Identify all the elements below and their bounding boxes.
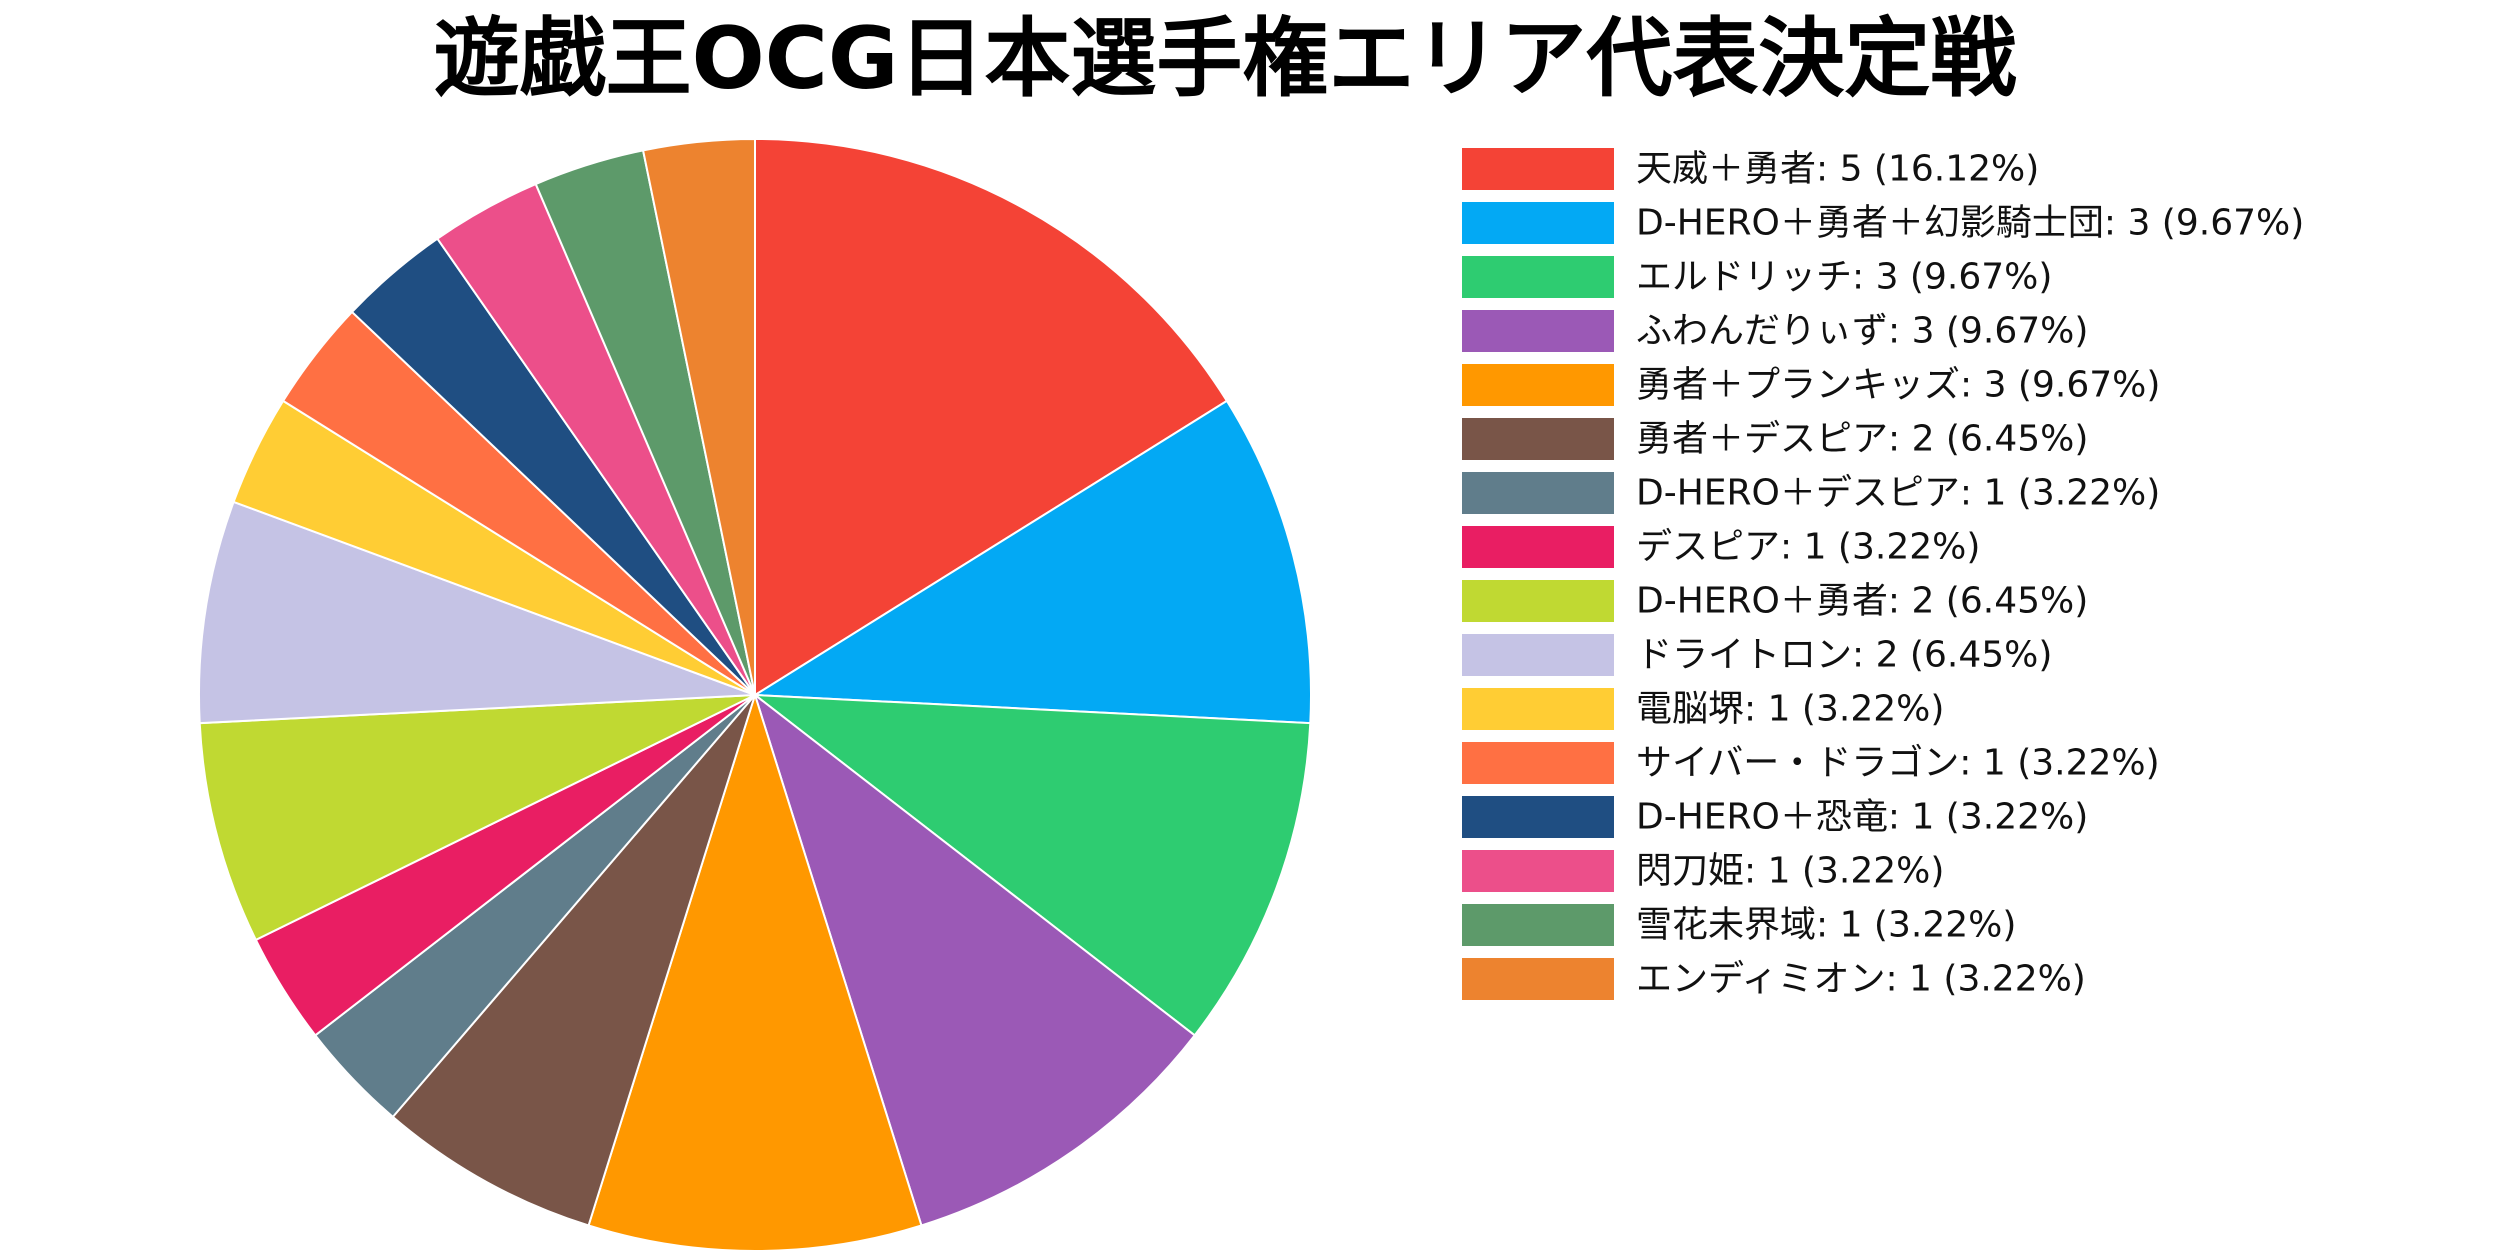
legend-label: 雪花未界域: 1 (3.22%) [1636,905,2016,946]
pie-slice-1 [754,137,1229,697]
legend-swatch [1462,634,1614,676]
pie-slice-10 [198,500,756,725]
legend-item: ドライトロン: 2 (6.45%) [1462,634,2052,676]
legend-swatch [1462,796,1614,838]
legend-swatch [1462,742,1614,784]
legend-item: 電脳堺: 1 (3.22%) [1462,688,1944,730]
legend: 天威＋勇者: 5 (16.12%) D-HERO＋勇者＋幻影騎士団: 3 (9.6… [1462,148,2304,1000]
legend-item: 勇者＋プランキッズ: 3 (9.67%) [1462,364,2160,406]
legend-item: 雪花未界域: 1 (3.22%) [1462,904,2016,946]
legend-item: D-HERO＋デスピア: 1 (3.22%) [1462,472,2160,514]
legend-item: D-HERO＋恐竜: 1 (3.22%) [1462,796,2088,838]
legend-label: D-HERO＋デスピア: 1 (3.22%) [1636,473,2160,514]
legend-label: 勇者＋プランキッズ: 3 (9.67%) [1636,365,2160,406]
pie-slice-2 [751,399,1312,725]
legend-item: エルドリッチ: 3 (9.67%) [1462,256,2052,298]
legend-label: 天威＋勇者: 5 (16.12%) [1636,149,2039,190]
pie-slice-4 [753,692,1197,1227]
legend-swatch [1462,526,1614,568]
legend-label: D-HERO＋恐竜: 1 (3.22%) [1636,797,2088,838]
legend-swatch [1462,148,1614,190]
legend-swatch [1462,904,1614,946]
legend-swatch [1462,364,1614,406]
legend-swatch [1462,850,1614,892]
legend-item: デスピア: 1 (3.22%) [1462,526,1980,568]
legend-label: ふわんだりぃず: 3 (9.67%) [1636,311,2088,352]
legend-label: サイバー・ドラゴン: 1 (3.22%) [1636,743,2160,784]
legend-label: エルドリッチ: 3 (9.67%) [1636,257,2052,298]
legend-label: 勇者＋デスピア: 2 (6.45%) [1636,419,2088,460]
legend-label: 閃刀姫: 1 (3.22%) [1636,851,1944,892]
legend-swatch [1462,256,1614,298]
legend-swatch [1462,958,1614,1000]
legend-item: サイバー・ドラゴン: 1 (3.22%) [1462,742,2160,784]
legend-label: 電脳堺: 1 (3.22%) [1636,689,1944,730]
legend-label: D-HERO＋勇者＋幻影騎士団: 3 (9.67%) [1636,203,2304,244]
legend-label: デスピア: 1 (3.22%) [1636,527,1980,568]
legend-item: 閃刀姫: 1 (3.22%) [1462,850,1944,892]
pie-slices [198,137,1312,1250]
legend-swatch [1462,418,1614,460]
legend-item: エンディミオン: 1 (3.22%) [1462,958,2086,1000]
pie-slice-5 [587,691,923,1250]
legend-item: 天威＋勇者: 5 (16.12%) [1462,148,2039,190]
legend-swatch [1462,580,1614,622]
pie-slice-16 [641,137,756,696]
legend-swatch [1462,310,1614,352]
legend-label: エンディミオン: 1 (3.22%) [1636,959,2086,1000]
legend-label: ドライトロン: 2 (6.45%) [1636,635,2052,676]
legend-swatch [1462,688,1614,730]
legend-item: ふわんだりぃず: 3 (9.67%) [1462,310,2088,352]
pie-slice-9 [198,694,756,942]
legend-swatch [1462,472,1614,514]
pie-slice-6 [391,694,756,1227]
legend-item: 勇者＋デスピア: 2 (6.45%) [1462,418,2088,460]
legend-item: D-HERO＋勇者＋幻影騎士団: 3 (9.67%) [1462,202,2304,244]
chart-title: 遊戯王OCG日本選手権エリア代表決定戦 [434,9,2017,109]
legend-swatch [1462,202,1614,244]
legend-item: D-HERO＋勇者: 2 (6.45%) [1462,580,2088,622]
pie-slice-3 [751,693,1312,1037]
legend-label: D-HERO＋勇者: 2 (6.45%) [1636,581,2088,622]
